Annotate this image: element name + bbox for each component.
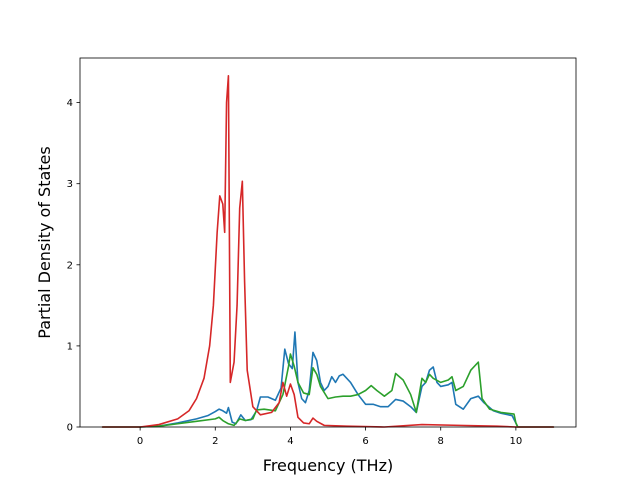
x-tick-label: 6 xyxy=(362,436,368,447)
y-axis-label: Partial Density of States xyxy=(35,146,54,338)
series-layer xyxy=(101,75,555,428)
x-tick-label: 0 xyxy=(137,436,143,447)
y-tick-label: 4 xyxy=(67,98,73,109)
x-tick-label: 2 xyxy=(212,436,218,447)
x-tick-label: 8 xyxy=(438,436,444,447)
series-line-3 xyxy=(101,75,555,428)
y-tick-label: 2 xyxy=(67,260,73,271)
x-axis-label: Frequency (THz) xyxy=(263,456,393,475)
x-tick-label: 10 xyxy=(510,436,523,447)
x-tick-label: 4 xyxy=(287,436,293,447)
x-axis-ticks: 0 2 4 6 8 10 xyxy=(137,427,522,447)
y-axis-ticks: 0 1 2 3 4 xyxy=(67,98,80,434)
series-line-1 xyxy=(101,331,555,428)
plot-frame xyxy=(79,57,577,428)
series-line-2 xyxy=(101,353,555,428)
y-tick-label: 1 xyxy=(67,341,73,352)
y-tick-label: 0 xyxy=(67,423,73,434)
y-tick-label: 3 xyxy=(67,179,73,190)
